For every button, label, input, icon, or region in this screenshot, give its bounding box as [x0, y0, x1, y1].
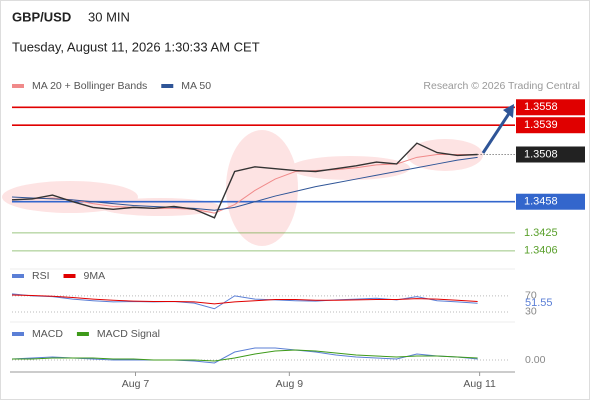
legend-swatch	[76, 332, 89, 336]
series-line	[12, 349, 478, 362]
interval: 30 MIN	[88, 9, 130, 24]
legend-label: MA 20 + Bollinger Bands	[32, 80, 147, 92]
series-line	[11, 142, 478, 219]
symbol: GBP/USD	[12, 9, 71, 24]
legend-label: MACD	[32, 328, 63, 340]
y-tick-label: 30	[525, 306, 537, 318]
level-label: 1.3558	[524, 101, 558, 113]
credit: Research © 2026 Trading Central	[423, 80, 580, 92]
level-label: 1.3508	[524, 148, 558, 160]
forecast-arrowhead	[503, 104, 514, 118]
legend-label: MA 50	[181, 80, 211, 92]
datetime: Tuesday, August 11, 2026 1:30:33 AM CET	[12, 39, 260, 54]
legend-swatch	[12, 84, 24, 88]
legend-swatch	[12, 274, 24, 278]
level-label: 1.3425	[524, 227, 558, 239]
last-value: 51.55	[525, 297, 553, 309]
x-tick-label: Aug 9	[276, 378, 304, 390]
level-box	[516, 117, 585, 134]
legend-label: MACD Signal	[97, 328, 160, 340]
y-tick-label: 0.00	[525, 354, 546, 366]
forecast-arrow	[481, 111, 512, 154]
series-line	[11, 347, 478, 364]
y-tick-label: 70	[525, 290, 537, 302]
band-shade	[226, 130, 298, 246]
level-box	[516, 193, 585, 210]
level-box	[516, 99, 585, 116]
x-tick-label: Aug 7	[122, 378, 150, 390]
level-label: 1.3539	[524, 119, 558, 131]
legend-swatch	[12, 332, 24, 336]
legend-swatch	[161, 84, 174, 88]
series-line	[11, 294, 478, 305]
series-line	[11, 154, 478, 214]
legend-swatch	[63, 274, 76, 278]
x-tick-label: Aug 11	[463, 378, 496, 390]
series-line	[11, 156, 478, 211]
legend-label: 9MA	[84, 270, 106, 282]
level-label: 1.3458	[524, 196, 558, 208]
level-label: 1.3406	[524, 245, 558, 257]
legend-label: RSI	[32, 270, 50, 282]
level-box	[516, 146, 585, 163]
